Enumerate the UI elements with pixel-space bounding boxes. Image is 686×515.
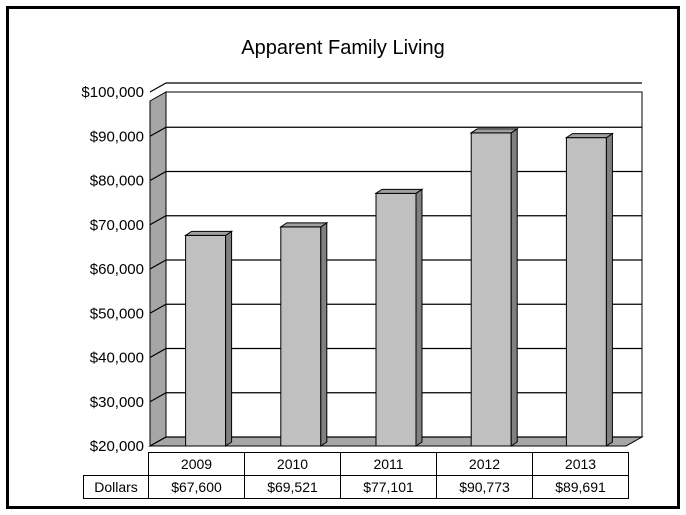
bar-top — [564, 133, 615, 139]
y-tick-label: $30,000 — [90, 394, 144, 411]
bars — [183, 127, 615, 447]
x-tick-label: 2013 — [532, 452, 629, 476]
y-tick-label: $20,000 — [90, 438, 144, 455]
bar — [183, 230, 234, 447]
bar-front — [280, 226, 322, 447]
bar — [374, 188, 424, 447]
chart-title: Apparent Family Living — [241, 37, 445, 59]
bar-side — [320, 221, 328, 447]
bar-side — [225, 230, 233, 447]
bar-top — [183, 230, 234, 236]
y-tick-label: $60,000 — [90, 261, 144, 278]
bar-front — [470, 132, 512, 447]
y-tick-label: $50,000 — [90, 305, 144, 322]
data-table: 2009 2010 2011 2012 2013 Dollars $67,600 $69,… — [83, 452, 629, 499]
data-table-header-row: 2009 2010 2011 2012 2013 — [84, 452, 629, 476]
bar-side — [510, 127, 518, 447]
data-label: $67,600 — [148, 475, 245, 499]
y-tick-label: $100,000 — [81, 84, 144, 101]
bar-front — [375, 192, 417, 447]
data-table-row: Dollars $67,600 $69,521 $77,101 $90,773 $89,… — [83, 475, 629, 499]
side-wall — [149, 91, 167, 447]
y-tick-label: $90,000 — [90, 128, 144, 145]
bar-front — [565, 137, 607, 447]
bar — [279, 221, 329, 447]
data-label: $89,691 — [532, 475, 629, 499]
data-label: $90,773 — [436, 475, 533, 499]
bar-top — [279, 222, 329, 228]
x-tick-label: 2011 — [340, 452, 437, 476]
data-table-series-label: Dollars — [83, 475, 149, 499]
gridline — [149, 126, 642, 137]
data-table-corner — [84, 453, 149, 476]
bar-front — [185, 234, 227, 447]
bar-top — [469, 128, 519, 134]
bar — [469, 127, 519, 447]
x-tick-label: 2012 — [436, 452, 533, 476]
gridline — [149, 82, 642, 93]
y-tick-label: $40,000 — [90, 350, 144, 367]
bar-side — [605, 132, 613, 447]
bar-top — [374, 188, 424, 194]
data-label: $77,101 — [340, 475, 437, 499]
bar-side — [415, 188, 423, 447]
bar — [564, 132, 615, 447]
x-tick-label: 2009 — [148, 452, 245, 476]
data-label: $69,521 — [244, 475, 341, 499]
y-tick-label: $80,000 — [90, 173, 144, 190]
y-axis-ticks: $20,000 $30,000 $40,000 $50,000 $60,000 $70,0… — [81, 84, 144, 455]
y-tick-label: $70,000 — [90, 217, 144, 234]
x-tick-label: 2010 — [244, 452, 341, 476]
